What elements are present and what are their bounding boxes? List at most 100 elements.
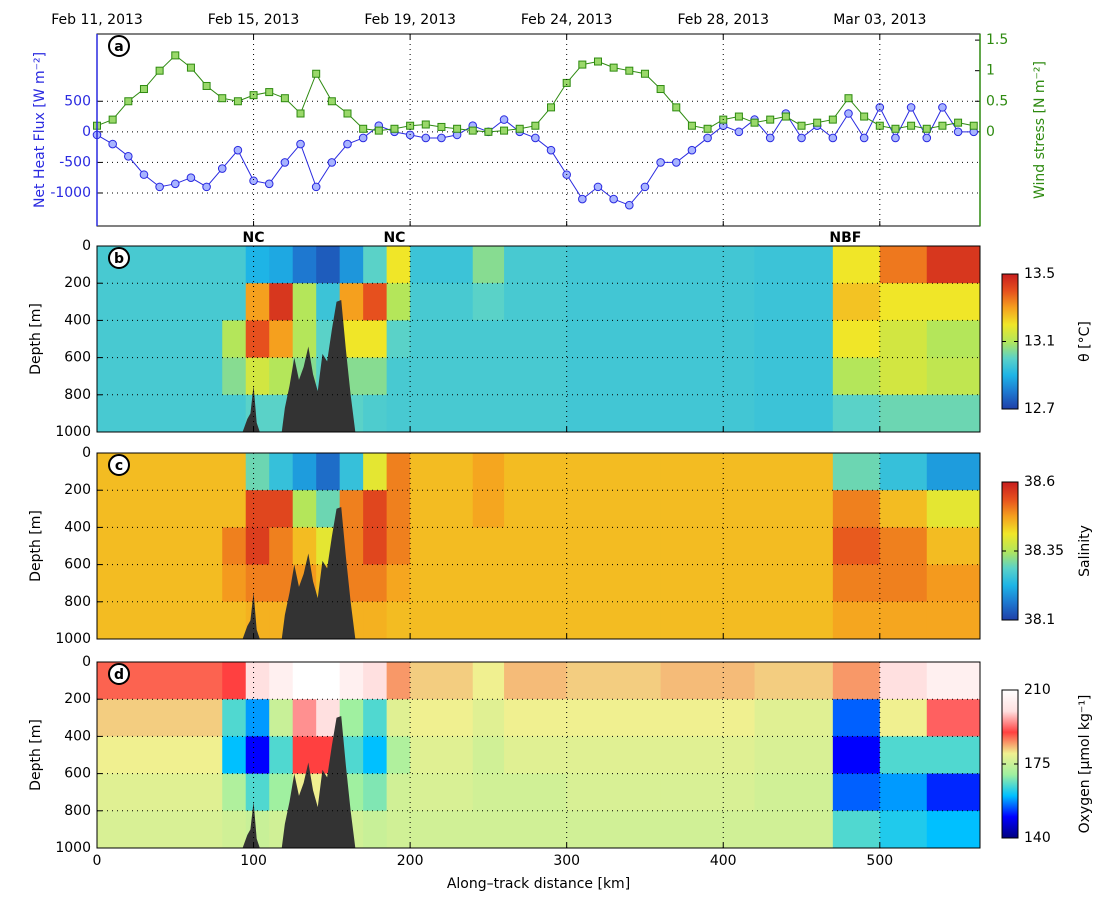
y-tick-label: 0 [82, 124, 91, 140]
circle-marker [437, 133, 446, 143]
section-cells [97, 662, 981, 849]
section-cell [926, 490, 981, 528]
section-cell [832, 453, 881, 491]
square-marker [218, 94, 227, 103]
section-cell [660, 283, 756, 321]
section-cell [472, 810, 505, 849]
section-cell [269, 490, 294, 528]
section-cell [339, 283, 364, 321]
section-cell [269, 564, 294, 603]
y2-tick-label: 1 [986, 63, 995, 79]
circle-marker [906, 103, 916, 112]
section-cell [410, 564, 474, 603]
section-cell [504, 773, 568, 812]
bathymetry [242, 506, 356, 639]
section-cell [292, 320, 317, 359]
circle-marker [499, 115, 509, 124]
circle-marker [797, 133, 806, 143]
section-cell [316, 453, 341, 491]
x-tick-label: 300 [553, 853, 580, 869]
section-cell [660, 699, 756, 737]
x2-tick-label: Feb 24, 2013 [521, 12, 613, 28]
circle-marker [139, 170, 149, 179]
section-cell [926, 601, 981, 640]
section-cell [292, 736, 317, 775]
circle-marker [609, 194, 618, 204]
panel-badge [108, 247, 130, 269]
square-marker [531, 121, 540, 130]
plot-area [97, 34, 980, 226]
section-cell [269, 357, 294, 396]
section-cell [97, 490, 223, 528]
section-cell [504, 283, 568, 321]
y-tick-label: 1000 [55, 840, 91, 856]
section-cell [339, 246, 364, 284]
bathymetry [242, 299, 356, 432]
section-cell [660, 357, 756, 396]
section-cell [832, 394, 881, 433]
x-axis-label: Along–track distance [km] [447, 876, 630, 892]
section-cell [504, 699, 568, 737]
y-axis-label: Depth [m] [28, 303, 44, 375]
square-marker [421, 120, 430, 129]
section-cell [566, 773, 662, 812]
section-cell [386, 490, 411, 528]
section-cell [660, 736, 756, 775]
section-cell [566, 357, 662, 396]
section-cell [97, 601, 223, 640]
section-cell [566, 699, 662, 737]
section-cell [754, 490, 834, 528]
section-cell [386, 357, 411, 396]
colorbar-tick-label: 175 [1024, 756, 1051, 772]
y-tick-label: 600 [64, 766, 91, 782]
square-marker [625, 66, 634, 75]
section-cell [97, 283, 223, 321]
panel-badge [108, 35, 130, 57]
circle-marker [421, 133, 431, 143]
section-cell [269, 736, 294, 775]
section-cell [339, 699, 364, 737]
square-marker [593, 57, 602, 66]
circle-marker [953, 127, 963, 137]
circle-marker [671, 158, 681, 167]
circle-marker [202, 182, 211, 192]
section-cell [879, 490, 928, 528]
circle-marker [578, 194, 587, 204]
section-cell [754, 394, 834, 433]
section-cell [269, 246, 294, 284]
section-cell [269, 320, 294, 359]
y-tick-label: 600 [64, 557, 91, 573]
section-cell [754, 453, 834, 491]
y-tick-label: 0 [82, 654, 91, 670]
y2-axis-label: Wind stress [N m⁻²] [1032, 61, 1048, 199]
section-cell [926, 736, 981, 775]
square-marker [343, 109, 352, 118]
square-marker [891, 124, 900, 133]
section-cell [97, 357, 223, 396]
circle-marker [938, 103, 947, 112]
y-tick-label: 200 [64, 691, 91, 707]
square-marker [875, 121, 884, 130]
section-cell [660, 662, 756, 700]
section-cell [269, 283, 294, 321]
section-cell [410, 357, 474, 396]
section-cell [472, 662, 505, 700]
section-cell [660, 564, 756, 603]
section-cell [222, 490, 247, 528]
section-cell [660, 320, 756, 359]
x-tick-label: 100 [240, 853, 267, 869]
section-cell [363, 773, 388, 812]
section-cell [660, 490, 756, 528]
section-cell [97, 736, 223, 775]
y-tick-label: 400 [64, 519, 91, 535]
section-cell [754, 601, 834, 640]
section-cell [504, 662, 568, 700]
annotation: NBF [829, 230, 861, 246]
section-cell [386, 394, 411, 433]
y-tick-label: 400 [64, 728, 91, 744]
section-cell [472, 320, 505, 359]
y2-tick-label: 0 [986, 124, 995, 140]
y2-tick-label: 0.5 [986, 93, 1008, 109]
square-marker [515, 124, 524, 133]
